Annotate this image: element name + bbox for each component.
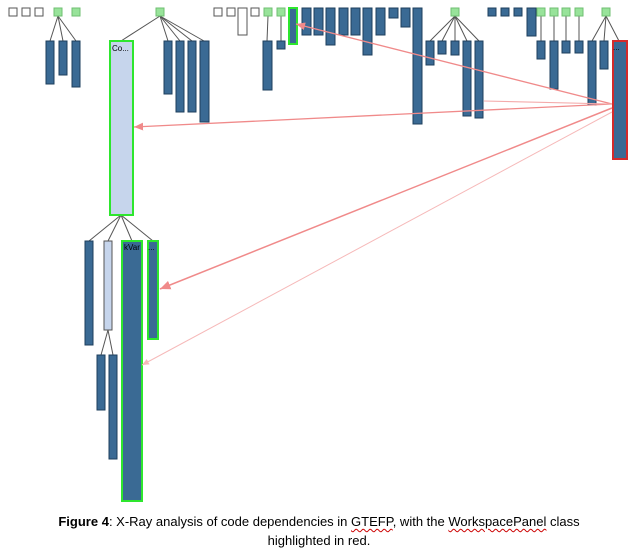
empty-node xyxy=(237,7,248,36)
package-node xyxy=(561,7,571,17)
class-node xyxy=(500,7,510,17)
class-node xyxy=(536,40,546,60)
class-node xyxy=(549,40,559,90)
kvar-node xyxy=(121,240,143,502)
class-node xyxy=(450,40,460,56)
container-child-node xyxy=(103,240,113,331)
workspace-panel-label: ... xyxy=(613,43,620,52)
dependency-arrows xyxy=(133,22,613,366)
tree-connectors xyxy=(49,15,620,356)
class-node xyxy=(487,7,497,17)
package-node xyxy=(71,7,81,17)
class-node xyxy=(313,7,324,36)
caption-line-2: highlighted in red. xyxy=(267,533,371,548)
highlighted-child-label: ... xyxy=(148,243,155,252)
class-node xyxy=(350,7,361,36)
dependency-arrow xyxy=(159,107,613,290)
empty-node xyxy=(226,7,236,17)
class-node xyxy=(425,40,435,66)
dependency-arrow xyxy=(141,111,613,366)
class-node xyxy=(262,40,273,91)
package-node xyxy=(536,7,546,17)
package-node xyxy=(601,7,611,17)
class-node xyxy=(301,7,312,36)
kvar-label: kVar xyxy=(124,243,140,252)
empty-node xyxy=(34,7,44,17)
class-node xyxy=(412,7,423,125)
empty-node xyxy=(21,7,31,17)
class-node xyxy=(71,40,81,88)
class-node xyxy=(574,40,584,54)
empty-node xyxy=(250,7,260,17)
dependency-arrow xyxy=(295,22,613,105)
class-node xyxy=(400,7,411,28)
workspace-panel-term: WorkspacePanel xyxy=(448,514,547,529)
class-node xyxy=(362,7,373,56)
class-node xyxy=(388,7,399,19)
class-node xyxy=(375,7,386,36)
class-node xyxy=(84,240,94,346)
class-node xyxy=(175,40,185,113)
highlighted-child-node xyxy=(147,240,159,340)
class-node xyxy=(526,7,537,37)
class-node xyxy=(513,7,523,17)
class-node xyxy=(45,40,55,85)
workspace-panel-node xyxy=(612,40,628,160)
class-node xyxy=(96,354,106,411)
class-node xyxy=(587,40,597,106)
class-node xyxy=(561,40,571,54)
dependency-arrow xyxy=(133,103,613,131)
class-node xyxy=(163,40,173,95)
container-label: Co... xyxy=(112,44,129,53)
class-node xyxy=(437,40,447,55)
class-node xyxy=(599,40,609,70)
empty-node xyxy=(8,7,18,17)
class-node xyxy=(187,40,197,113)
class-node xyxy=(474,40,484,119)
container-node xyxy=(109,40,134,216)
package-node xyxy=(53,7,63,17)
node-layer xyxy=(8,7,628,502)
class-node xyxy=(325,7,336,46)
dependency-arrow xyxy=(483,100,613,105)
package-node xyxy=(549,7,559,17)
dependency-diagram: Co... kVar ... ... xyxy=(8,7,628,502)
gtefp-term: GTEFP xyxy=(351,514,393,529)
figure-label: Figure 4 xyxy=(58,514,109,529)
package-node xyxy=(155,7,165,17)
caption-line-1: Figure 4: X-Ray analysis of code depende… xyxy=(58,514,580,529)
empty-node xyxy=(213,7,223,17)
package-node xyxy=(574,7,584,17)
class-node xyxy=(276,40,286,50)
highlighted-node xyxy=(288,7,298,45)
package-node xyxy=(263,7,273,17)
class-node xyxy=(108,354,118,460)
class-node xyxy=(338,7,349,36)
class-node xyxy=(199,40,210,123)
package-node xyxy=(276,7,286,17)
figure-caption: Figure 4: X-Ray analysis of code depende… xyxy=(0,512,638,550)
class-node xyxy=(58,40,68,76)
class-node xyxy=(462,40,472,117)
package-node xyxy=(450,7,460,17)
